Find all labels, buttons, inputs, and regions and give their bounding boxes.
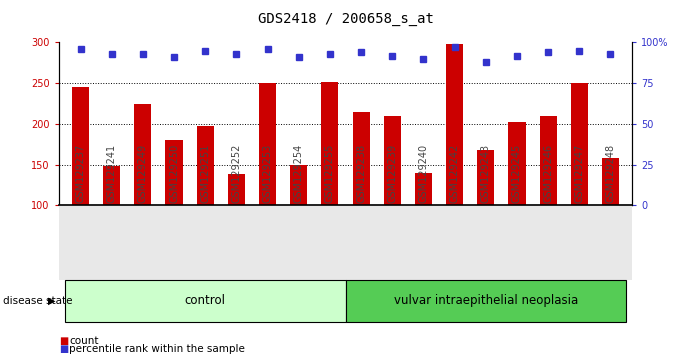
Text: vulvar intraepithelial neoplasia: vulvar intraepithelial neoplasia (394, 295, 578, 307)
Text: ▶: ▶ (48, 296, 55, 306)
Bar (228, 175, 245, 205)
Bar (72, 87, 89, 205)
Bar (571, 83, 588, 205)
Text: disease state: disease state (3, 296, 73, 306)
Bar (65, 280, 346, 322)
Text: ■: ■ (59, 336, 68, 346)
Bar (509, 122, 526, 205)
Bar (384, 116, 401, 205)
Bar (477, 150, 494, 205)
Bar (259, 83, 276, 205)
Text: control: control (184, 295, 226, 307)
Bar (321, 81, 339, 205)
Bar (540, 116, 557, 205)
Text: ■: ■ (59, 344, 68, 354)
Text: percentile rank within the sample: percentile rank within the sample (69, 344, 245, 354)
Bar (103, 166, 120, 205)
Text: GDS2418 / 200658_s_at: GDS2418 / 200658_s_at (258, 12, 433, 27)
Text: count: count (69, 336, 99, 346)
Bar (134, 104, 151, 205)
Bar (352, 112, 370, 205)
Bar (415, 173, 432, 205)
Bar (165, 140, 182, 205)
Bar (446, 44, 463, 205)
Bar (602, 158, 619, 205)
Bar (346, 280, 626, 322)
Bar (197, 126, 214, 205)
Bar (290, 165, 307, 205)
